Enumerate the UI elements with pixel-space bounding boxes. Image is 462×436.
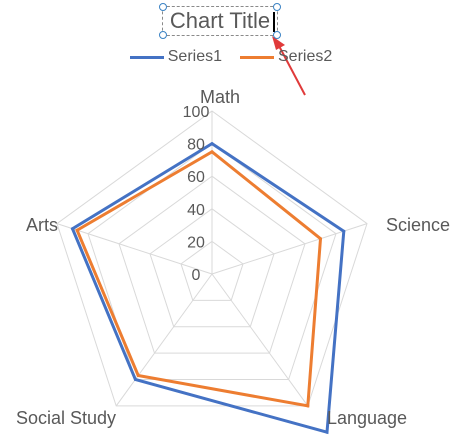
- r-tick-label: 40: [187, 202, 205, 219]
- legend-label-series2: Series2: [278, 48, 333, 65]
- grid-spoke: [211, 273, 309, 407]
- grid-ring: [149, 208, 275, 328]
- series-line-2[interactable]: [75, 149, 323, 408]
- data-point-series2-1[interactable]: [210, 150, 214, 154]
- resize-handle-top-right[interactable]: [273, 3, 281, 11]
- data-point-series2-4[interactable]: [136, 374, 140, 377]
- data-point-series2-2[interactable]: [319, 237, 322, 241]
- legend-item-series1[interactable]: Series1: [129, 48, 222, 66]
- data-point-series1-5[interactable]: [71, 227, 74, 231]
- legend-item-series2[interactable]: Series2: [240, 48, 332, 66]
- grid-ring: [56, 110, 368, 407]
- data-point-series1-3[interactable]: [325, 430, 329, 434]
- grid-spoke: [211, 223, 368, 275]
- r-tick-label: 100: [183, 104, 210, 121]
- data-point-series1-1[interactable]: [210, 142, 214, 146]
- data-point-series1-4[interactable]: [133, 378, 137, 381]
- annotation-arrow: [277, 43, 306, 96]
- resize-handle-bottom-right[interactable]: [273, 31, 281, 39]
- grid-ring: [180, 240, 244, 301]
- radar-series: [70, 141, 346, 435]
- r-tick-label: 0: [192, 267, 201, 284]
- category-label: Language: [327, 408, 407, 428]
- data-point-series2-3[interactable]: [306, 404, 310, 408]
- series-line-1[interactable]: [70, 141, 346, 435]
- category-label: Science: [386, 215, 450, 235]
- resize-handle-top-left[interactable]: [159, 3, 167, 11]
- chart-legend[interactable]: Series1 Series2: [0, 48, 462, 66]
- r-tick-label: 60: [187, 169, 205, 186]
- category-label: Math: [200, 87, 240, 107]
- legend-label-series1: Series1: [167, 48, 222, 65]
- text-cursor: [273, 12, 275, 32]
- annotation-arrow-head: [272, 36, 285, 50]
- grid-spoke: [115, 273, 213, 407]
- grid-ring: [87, 142, 337, 380]
- data-point-series2-5[interactable]: [75, 228, 79, 232]
- chart-title[interactable]: Chart Title: [169, 8, 271, 33]
- data-point-series1-2[interactable]: [342, 229, 346, 233]
- r-tick-label: 20: [187, 234, 205, 251]
- radar-grid: [56, 110, 368, 407]
- grid-spoke: [56, 223, 213, 275]
- legend-line-series1: [129, 55, 164, 59]
- category-label: Arts: [26, 215, 58, 235]
- r-tick-label: 80: [187, 137, 205, 154]
- resize-handle-bottom-left[interactable]: [159, 31, 167, 39]
- legend-line-series2: [240, 55, 274, 59]
- chart-title-box[interactable]: Chart Title: [159, 3, 281, 39]
- category-label: Social Study: [16, 408, 116, 428]
- grid-ring: [118, 175, 306, 354]
